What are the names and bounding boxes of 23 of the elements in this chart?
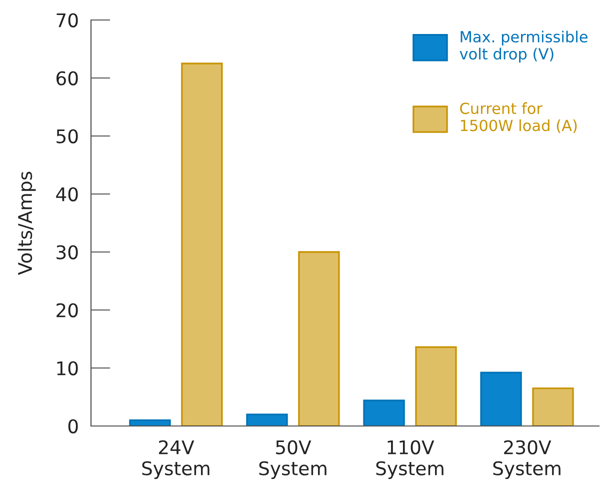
x-tick-label: 230V System	[493, 440, 560, 480]
bar	[298, 251, 340, 426]
legend-label: Current for 1500W load (A)	[460, 102, 577, 134]
y-tick-label: 30	[56, 245, 78, 260]
y-tick-label: 60	[56, 71, 78, 86]
y-tick-label: 70	[56, 13, 78, 28]
legend-label: Max. permissible volt drop (V)	[460, 30, 588, 63]
y-tick-label: 20	[56, 303, 78, 318]
bar	[363, 400, 405, 426]
bar	[532, 387, 574, 426]
bar	[480, 372, 522, 426]
bar	[415, 346, 457, 426]
bar	[129, 419, 171, 426]
y-tick-label: 40	[56, 187, 78, 202]
y-tick-label: 0	[68, 419, 78, 434]
bar	[181, 62, 223, 426]
bar	[246, 414, 288, 426]
y-tick-label: 50	[56, 129, 78, 144]
x-tick-label: 24V System	[142, 440, 210, 480]
x-tick-label: 110V System	[376, 440, 444, 480]
y-axis-title: Volts/Amps	[18, 172, 36, 275]
y-tick-label: 10	[57, 361, 78, 376]
x-tick-label: 50V System	[259, 440, 326, 480]
